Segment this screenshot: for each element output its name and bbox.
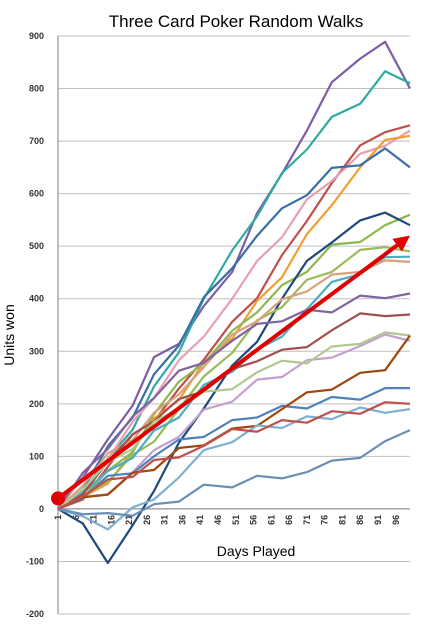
series-line	[57, 129, 411, 510]
x-tick-label: 91	[373, 515, 383, 525]
y-tick-label: -100	[26, 556, 44, 566]
y-tick-label: 400	[29, 294, 44, 304]
y-tick-label: 800	[29, 84, 44, 94]
y-tick-label: 500	[29, 241, 44, 251]
series-line	[57, 255, 411, 510]
chart-title: Three Card Poker Random Walks	[109, 12, 363, 31]
series-line	[57, 246, 411, 510]
trend-arrow-head	[392, 235, 410, 252]
y-tick-label: 100	[29, 451, 44, 461]
x-tick-label: 76	[320, 515, 330, 525]
y-axis-label: Units won	[1, 304, 17, 365]
x-tick-label: 11	[89, 515, 99, 525]
y-tick-label: 700	[29, 136, 44, 146]
x-tick-label: 51	[231, 515, 241, 525]
x-tick-label: 36	[177, 515, 187, 525]
y-tick-label: -200	[26, 609, 44, 619]
series-lines	[57, 40, 411, 565]
x-tick-label: 16	[106, 515, 116, 525]
trend-arrow-shaft	[56, 243, 399, 501]
x-tick-label: 66	[284, 515, 294, 525]
series-line	[57, 387, 410, 510]
series-line	[57, 292, 411, 510]
x-tick-label: 21	[124, 515, 134, 525]
x-axis-label: Days Played	[217, 543, 296, 559]
trend-arrow	[51, 235, 410, 506]
series-line	[57, 406, 411, 531]
x-tick-label: 46	[213, 515, 223, 525]
x-tick-label: 41	[195, 515, 205, 525]
x-tick-label: 96	[391, 515, 401, 525]
y-axis-ticks: 900 800 700 600 500 400 300 200 100 0 -100 -200	[26, 31, 44, 619]
series-line	[57, 40, 411, 505]
x-tick-label: 1	[53, 515, 63, 520]
x-tick-label: 61	[266, 515, 276, 525]
y-tick-label: 900	[29, 31, 44, 41]
x-tick-label: 26	[142, 515, 152, 525]
series-line	[57, 429, 411, 517]
x-axis-ticks: 1 6 11 16 21 26 31 36 41 46 51 56 61 66 71 76 81 86 91 96	[53, 515, 401, 525]
x-tick-label: 31	[160, 515, 170, 525]
x-tick-label: 81	[337, 515, 347, 525]
x-tick-label: 86	[355, 515, 365, 525]
series-line	[57, 259, 411, 510]
y-tick-label: 600	[29, 189, 44, 199]
y-tick-label: 300	[29, 346, 44, 356]
y-tick-label: 200	[29, 399, 44, 409]
series-line	[57, 211, 411, 565]
x-tick-label: 56	[249, 515, 259, 525]
x-tick-label: 71	[302, 515, 312, 525]
series-line	[57, 401, 411, 510]
series-line	[57, 213, 411, 510]
series-line	[57, 331, 411, 510]
y-tick-label: 0	[39, 504, 44, 514]
x-tick-label: 6	[71, 515, 81, 520]
